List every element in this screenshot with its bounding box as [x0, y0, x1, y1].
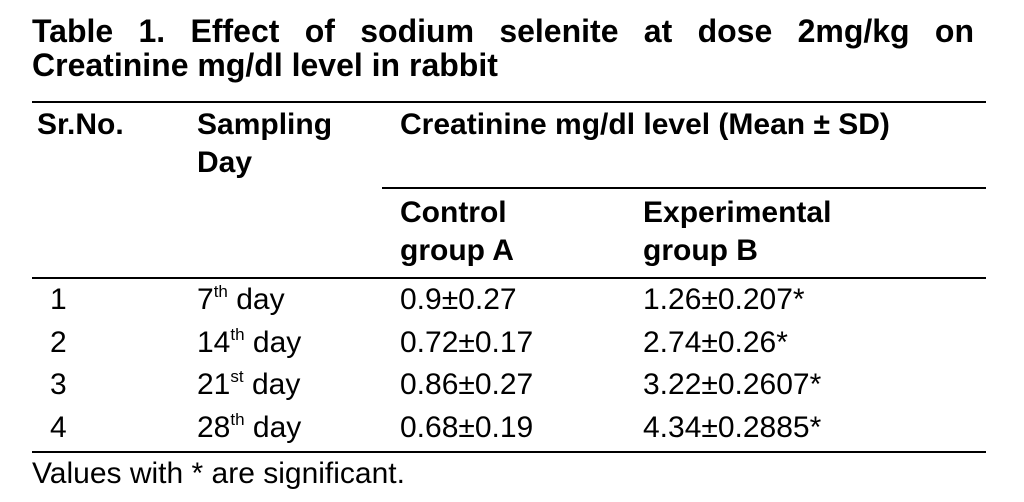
day-suffix: th	[230, 409, 245, 429]
rule	[32, 101, 986, 103]
day-word: day	[236, 283, 285, 316]
cell: 3.22±0.2607*	[643, 368, 822, 401]
day-word: day	[252, 410, 302, 444]
title: Table 1. Effect of sodium selenite at do…	[32, 13, 974, 83]
cell: 2	[50, 325, 67, 359]
day-number: 21	[197, 368, 231, 401]
cell: 1	[50, 283, 67, 316]
cell: 4.34±0.2885*	[643, 410, 822, 444]
cell: 0.9±0.27	[400, 283, 517, 316]
rule	[382, 187, 986, 189]
day-word: day	[252, 325, 302, 359]
footnote: Values with * are significant.	[32, 457, 405, 490]
cell: 1.26±0.207*	[643, 283, 805, 316]
cell: 14th day	[197, 325, 301, 361]
day-number: 28	[197, 410, 231, 444]
day-number: 7	[197, 283, 214, 316]
day-number: 14	[197, 325, 231, 359]
day-suffix: st	[230, 367, 244, 386]
rule	[32, 451, 986, 453]
header: Control group A	[400, 196, 514, 267]
cell: 0.86±0.27	[400, 368, 534, 401]
header: Sampling Day	[197, 108, 333, 179]
rule	[32, 277, 986, 279]
cell: 0.68±0.19	[400, 410, 534, 444]
cell: 3	[50, 368, 67, 401]
cell: 0.72±0.17	[400, 325, 534, 359]
cell: 28th day	[197, 410, 301, 446]
header: Experimental group B	[643, 196, 832, 267]
cell: 2.74±0.26*	[643, 325, 788, 359]
cell: 7th day	[197, 282, 285, 318]
cell: 4	[50, 410, 67, 444]
header: Sr.No.	[37, 108, 124, 141]
day-suffix: th	[230, 324, 245, 344]
day-suffix: th	[213, 282, 228, 301]
cell: 21st day	[197, 367, 300, 403]
day-word: day	[251, 368, 301, 401]
header: Creatinine mg/dl level (Mean ± SD)	[400, 108, 890, 141]
